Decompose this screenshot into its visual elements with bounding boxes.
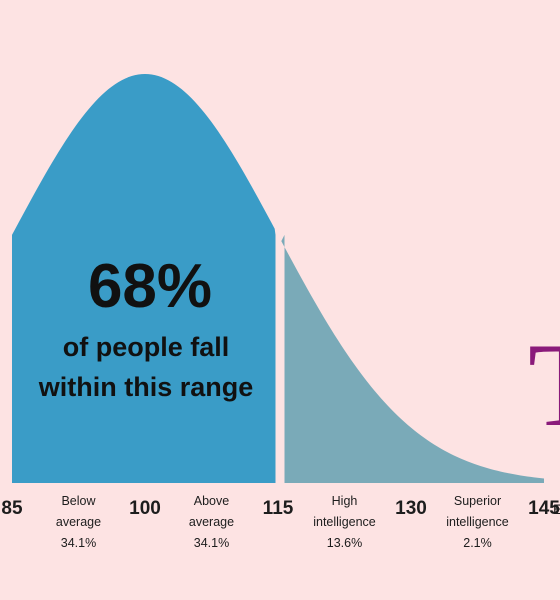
decorative-purple-glyph: T <box>528 318 560 451</box>
tail-area-115-145 <box>281 234 544 483</box>
band-label-2-0: High <box>332 494 358 508</box>
annotation-line-2: within this range <box>38 372 254 402</box>
x-tick-edge-fragment: Ex <box>553 501 560 517</box>
band-percent-0-2: 34.1% <box>61 536 96 550</box>
center-area-85-115 <box>12 74 276 483</box>
band-label-2-1: intelligence <box>313 515 376 529</box>
annotation-headline: 68% <box>88 252 212 321</box>
annotation-line-1: of people fall <box>63 332 230 362</box>
x-tick-100: 100 <box>129 498 161 519</box>
distribution-areas <box>12 74 544 483</box>
center-annotation: 68% of people fall within this range <box>38 252 254 402</box>
band-label-3-0: Superior <box>454 494 501 508</box>
band-label-3-1: intelligence <box>446 515 509 529</box>
x-tick-130: 130 <box>395 498 427 519</box>
band-label-1-0: Above <box>194 494 229 508</box>
x-tick-85: 85 <box>1 498 23 519</box>
band-percent-3-2: 2.1% <box>463 536 492 550</box>
x-tick-115: 115 <box>263 498 294 519</box>
band-label-0-0: Below <box>61 494 96 508</box>
x-axis-ticks: 85 100 115 130 145Ex <box>1 498 560 519</box>
band-label-0-1: average <box>56 515 101 529</box>
band-labels: Below average 34.1% Above average 34.1% High in… <box>56 494 509 550</box>
band-percent-1-2: 34.1% <box>194 536 229 550</box>
band-percent-2-2: 13.6% <box>327 536 362 550</box>
band-label-1-1: average <box>189 515 234 529</box>
x-tick-145: 145 <box>528 498 560 519</box>
